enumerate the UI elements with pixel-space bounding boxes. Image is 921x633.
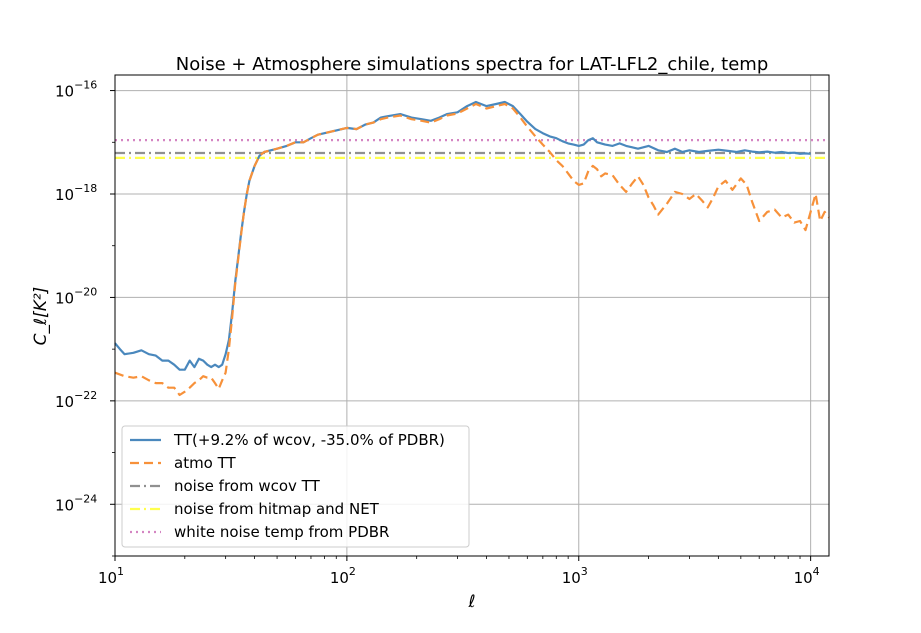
chart-title: Noise + Atmosphere simulations spectra f… (176, 54, 769, 75)
legend-label-0: TT(+9.2% of wcov, -35.0% of PDBR) (173, 431, 445, 449)
x-tick-exponent: 2 (349, 565, 356, 578)
plot-frame (114, 74, 830, 557)
series-layer (114, 100, 830, 397)
x-axis-label: ℓ (467, 592, 475, 612)
x-tick-exponent: 3 (581, 565, 588, 578)
y-axis-label: C_ℓ[K²] (31, 287, 51, 346)
legend: TT(+9.2% of wcov, -35.0% of PDBR) atmo TT… (121, 425, 470, 548)
legend-box (121, 425, 470, 548)
series-line-0 (114, 100, 811, 371)
x-tick-exponent: 4 (813, 565, 820, 578)
y-tick-exponent: −20 (74, 285, 97, 298)
grid (114, 75, 829, 556)
legend-label-2: noise from wcov TT (174, 477, 321, 495)
legend-label-3: noise from hitmap and NET (174, 500, 380, 518)
y-tick-exponent: −16 (74, 79, 97, 92)
y-tick-exponent: −24 (74, 492, 97, 505)
y-tick-exponent: −18 (74, 182, 97, 195)
legend-label-1: atmo TT (174, 454, 237, 472)
series-line-1 (114, 102, 830, 397)
legend-label-4: white noise temp from PDBR (174, 523, 389, 541)
y-tick-exponent: −22 (74, 389, 97, 402)
x-tick-exponent: 1 (117, 565, 124, 578)
